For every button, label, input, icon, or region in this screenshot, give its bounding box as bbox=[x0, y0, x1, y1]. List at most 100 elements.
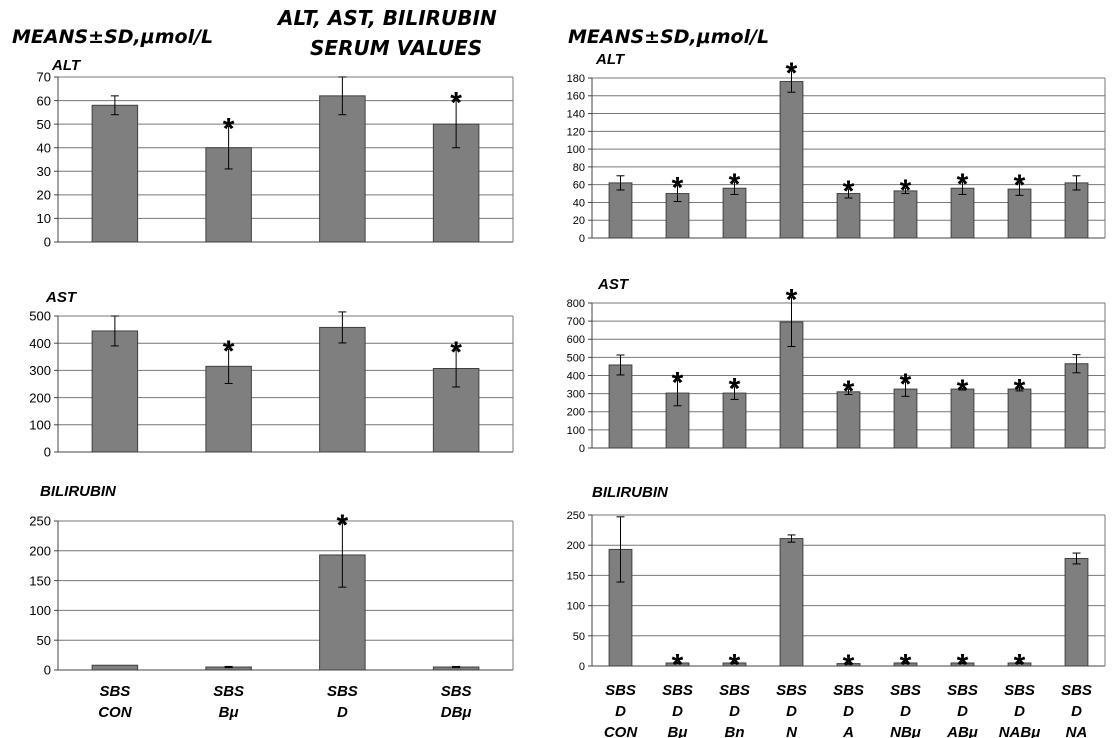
alt-chart-right: 0 20 40 60 80 100 120 140 160 180 ALT * * * * * * * bbox=[567, 51, 1106, 245]
significance-asterisk: * bbox=[672, 172, 684, 205]
bar-2 bbox=[319, 326, 366, 453]
x-category-label: D bbox=[1014, 703, 1025, 720]
y-tick-label: 200 bbox=[29, 543, 51, 558]
bar-8 bbox=[1064, 363, 1089, 449]
significance-asterisk: * bbox=[672, 648, 684, 681]
y-tick-label: 0 bbox=[579, 233, 585, 245]
figure-title-line-2: SERUM VALUES bbox=[310, 36, 483, 60]
significance-asterisk: * bbox=[729, 373, 741, 406]
y-tick-label: 160 bbox=[567, 91, 585, 103]
significance-asterisk: * bbox=[843, 375, 855, 408]
chart-title: BILIRUBIN bbox=[592, 484, 669, 501]
significance-asterisk: * bbox=[729, 168, 741, 201]
y-tick-label: 50 bbox=[37, 117, 51, 132]
y-tick-label: 0 bbox=[44, 235, 51, 250]
y-tick-label: 200 bbox=[29, 390, 51, 405]
y-tick-label: 100 bbox=[567, 601, 585, 613]
y-tick-label: 150 bbox=[567, 570, 585, 582]
x-category-label: D bbox=[615, 703, 626, 720]
x-category-label: ABμ bbox=[946, 724, 978, 738]
bar-0 bbox=[608, 364, 633, 449]
bar-3 bbox=[779, 81, 804, 239]
y-tick-label: 180 bbox=[567, 73, 585, 85]
bar-0 bbox=[91, 330, 139, 453]
significance-asterisk: * bbox=[843, 175, 855, 208]
y-tick-label: 200 bbox=[567, 407, 585, 419]
x-category-label: NABμ bbox=[999, 724, 1041, 738]
y-tick-label: 0 bbox=[44, 445, 51, 460]
significance-asterisk: * bbox=[672, 366, 684, 399]
chart-title: ALT bbox=[51, 57, 82, 74]
x-category-label: SBS bbox=[890, 682, 921, 699]
significance-asterisk: * bbox=[729, 648, 741, 681]
chart-title: BILIRUBIN bbox=[40, 483, 117, 500]
y-tick-label: 50 bbox=[37, 633, 51, 648]
x-category-label: CON bbox=[98, 704, 133, 721]
significance-asterisk: * bbox=[1014, 169, 1026, 202]
x-category-label: SBS bbox=[1004, 682, 1035, 699]
y-tick-label: 400 bbox=[29, 336, 51, 351]
significance-asterisk: * bbox=[957, 374, 969, 407]
bar-0 bbox=[91, 104, 139, 243]
y-tick-label: 40 bbox=[573, 197, 585, 209]
significance-asterisk: * bbox=[957, 168, 969, 201]
y-tick-label: 20 bbox=[37, 188, 51, 203]
y-tick-label: 60 bbox=[573, 180, 585, 192]
significance-asterisk: * bbox=[1014, 373, 1026, 406]
x-category-label: A bbox=[842, 724, 854, 738]
bar-2 bbox=[319, 95, 366, 243]
y-tick-label: 0 bbox=[44, 663, 51, 678]
x-category-label: SBS bbox=[327, 683, 358, 700]
chart-title: ALT bbox=[595, 51, 626, 68]
x-category-label: Bn bbox=[725, 724, 745, 738]
y-tick-label: 20 bbox=[573, 215, 585, 227]
x-category-label: D bbox=[729, 703, 740, 720]
significance-asterisk: * bbox=[450, 87, 462, 120]
significance-asterisk: * bbox=[786, 284, 798, 317]
y-tick-label: 60 bbox=[37, 93, 51, 108]
significance-asterisk: * bbox=[900, 368, 912, 401]
bilirubin-chart-left: 0 50 100 150 200 250 BILIRUBIN SBS CON SBS Bμ * SBS D… bbox=[29, 483, 514, 721]
bar-3 bbox=[779, 538, 804, 667]
x-category-label: SBS bbox=[605, 682, 636, 699]
significance-asterisk: * bbox=[843, 649, 855, 682]
x-category-label: NBμ bbox=[890, 724, 921, 738]
y-tick-label: 80 bbox=[573, 162, 585, 174]
bar-8 bbox=[1064, 182, 1089, 239]
x-category-label: SBS bbox=[1061, 682, 1092, 699]
y-tick-label: 0 bbox=[579, 661, 585, 673]
y-tick-label: 70 bbox=[37, 70, 51, 85]
y-tick-label: 150 bbox=[29, 573, 51, 588]
bilirubin-chart-right: 050100150200250BILIRUBINSBSDCON*SBSDBμ*S… bbox=[567, 484, 1106, 738]
x-category-label: SBS bbox=[719, 682, 750, 699]
significance-asterisk: * bbox=[900, 174, 912, 207]
y-tick-label: 10 bbox=[37, 211, 51, 226]
significance-asterisk: * bbox=[223, 113, 235, 146]
x-category-label: D bbox=[786, 703, 797, 720]
x-category-label: D bbox=[957, 703, 968, 720]
y-tick-label: 800 bbox=[567, 298, 585, 310]
chart-title: AST bbox=[597, 276, 630, 293]
x-category-label: SBS bbox=[441, 683, 472, 700]
x-category-label: Bμ bbox=[668, 724, 688, 738]
y-tick-label: 50 bbox=[573, 631, 585, 643]
y-tick-label: 40 bbox=[37, 140, 51, 155]
bar-0 bbox=[608, 182, 633, 239]
y-tick-label: 500 bbox=[567, 352, 585, 364]
significance-asterisk: * bbox=[786, 57, 798, 90]
x-category-label: SBS bbox=[947, 682, 978, 699]
units-label-left: MEANS±SD,μmol/L bbox=[12, 26, 214, 48]
y-tick-label: 100 bbox=[567, 144, 585, 156]
ast-chart-left: 0 100 200 300 400 500 AST * * bbox=[29, 289, 514, 460]
significance-asterisk: * bbox=[900, 648, 912, 681]
x-category-label: D bbox=[843, 703, 854, 720]
x-category-label: D bbox=[337, 704, 348, 721]
y-tick-label: 500 bbox=[29, 309, 51, 324]
x-category-label: NA bbox=[1066, 724, 1088, 738]
x-category-label: CON bbox=[604, 724, 639, 738]
y-tick-label: 120 bbox=[567, 126, 585, 138]
bar-0 bbox=[91, 664, 139, 671]
x-category-label: D bbox=[1071, 703, 1082, 720]
